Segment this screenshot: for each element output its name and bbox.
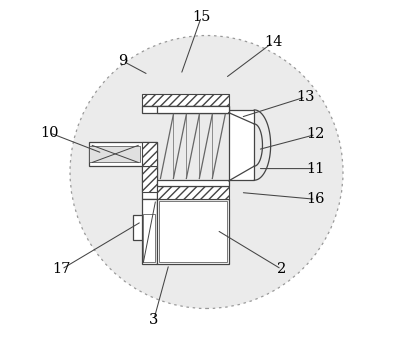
Text: 13: 13 [296,90,315,104]
Bar [143,214,155,262]
Bar [157,107,229,112]
Bar [229,110,254,180]
Bar [133,215,157,240]
Bar [89,146,140,162]
Bar [89,142,157,166]
Bar [159,201,227,262]
Bar [142,198,157,264]
Text: 15: 15 [192,10,211,24]
Bar [142,166,157,193]
Text: 12: 12 [306,128,325,141]
Circle shape [70,35,343,309]
Bar [142,166,157,198]
Text: 14: 14 [264,35,282,49]
Text: 2: 2 [277,262,286,276]
Bar [157,198,229,264]
Text: 3: 3 [149,313,158,327]
Text: 11: 11 [306,162,325,175]
Text: 17: 17 [52,262,71,276]
Text: 10: 10 [40,126,59,140]
Bar [157,180,229,186]
Bar [142,142,157,166]
Text: 16: 16 [306,192,325,206]
Text: 9: 9 [118,54,128,68]
Bar [157,186,229,198]
Bar [142,94,229,107]
Bar [142,107,229,112]
